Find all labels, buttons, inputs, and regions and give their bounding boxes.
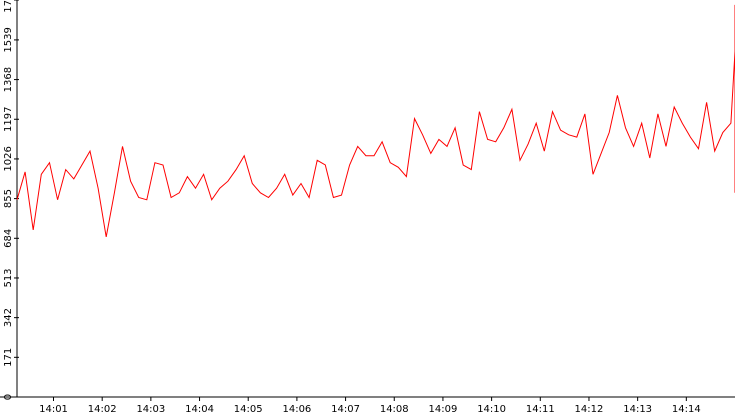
x-tick-label: 14:14 [672,404,701,415]
x-tick-label: 14:04 [185,404,214,415]
y-tick-label: 342 [3,308,14,327]
x-tick-label: 14:03 [136,404,165,415]
y-tick-label: 1711 [3,0,14,13]
y-tick-label: 1539 [3,27,14,52]
x-tick-label: 14:02 [88,404,117,415]
x-tick-label: 14:13 [623,404,652,415]
y-tick-label: 1197 [3,107,14,132]
plot-area [16,4,735,237]
y-tick-label: 684 [3,229,14,248]
x-tick-label: 14:01 [39,404,68,415]
x-tick-label: 14:11 [526,404,555,415]
x-tick-label: 14:07 [331,404,360,415]
series-line-0 [16,4,735,237]
x-tick-label: 14:05 [234,404,263,415]
x-tick-label: 14:08 [380,404,409,415]
x-tick-label: 14:12 [575,404,604,415]
y-tick-label: 513 [3,268,14,287]
x-axis: 14:01 14:02 14:03 14:04 14:05 14:06 14:07 14:08… [0,396,735,415]
y-tick-label: 855 [3,189,14,208]
x-tick-label: 14:10 [477,404,506,415]
x-tick-label: 14:06 [282,404,311,415]
y-tick-label: 1368 [3,67,14,92]
x-tick-label: 14:09 [429,404,458,415]
y-tick-label: 171 [3,348,14,367]
y-tick-label: 1026 [3,146,14,171]
